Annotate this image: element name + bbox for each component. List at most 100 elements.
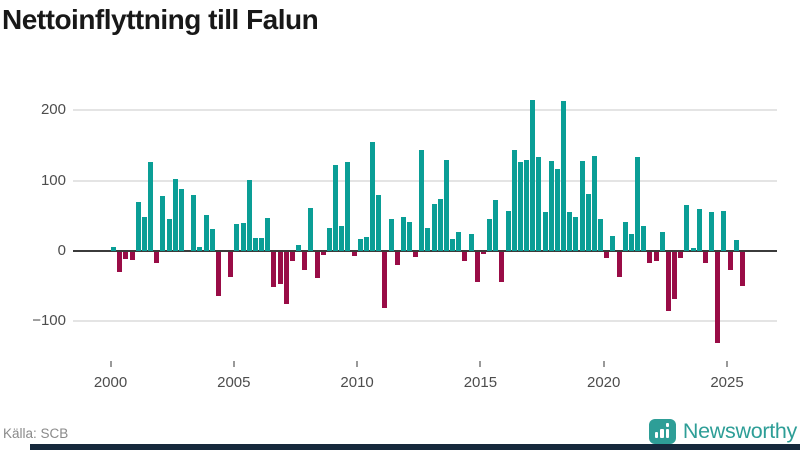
bar <box>277 252 283 284</box>
bar <box>610 235 616 251</box>
bar <box>690 248 696 251</box>
bar <box>154 252 160 263</box>
bar <box>517 162 523 251</box>
bar <box>388 218 394 251</box>
bar <box>672 252 678 300</box>
bar <box>400 216 406 251</box>
bar <box>616 252 622 277</box>
bar <box>524 160 530 251</box>
bar <box>721 210 727 251</box>
gridline--100 <box>73 320 777 323</box>
x-axis-tick <box>479 361 482 367</box>
bar <box>468 234 474 251</box>
bar <box>474 252 480 282</box>
bar <box>591 156 597 251</box>
bar <box>499 252 505 282</box>
bar <box>357 239 363 251</box>
zero-axis-line <box>73 250 777 252</box>
bar <box>709 212 715 251</box>
bar <box>505 210 511 251</box>
bar <box>419 149 425 251</box>
bar <box>320 252 326 255</box>
bar <box>665 252 671 312</box>
source-attribution: Källa: SCB <box>3 426 69 441</box>
footer-accent-bar <box>30 444 800 450</box>
y-axis-label: 100 <box>40 171 66 189</box>
bar <box>246 179 252 251</box>
bar <box>111 247 117 251</box>
bar <box>123 252 129 260</box>
bar <box>394 252 400 266</box>
bar <box>598 219 604 251</box>
bar <box>542 211 548 251</box>
bar <box>733 239 739 251</box>
bar <box>684 204 690 251</box>
bar <box>333 165 339 251</box>
bar <box>437 198 443 251</box>
x-axis-tick <box>232 361 235 367</box>
chart-title: Nettoinflyttning till Falun <box>2 4 319 35</box>
bar <box>172 179 178 251</box>
bar <box>259 238 265 251</box>
x-axis-label: 2000 <box>93 374 128 391</box>
bar <box>715 252 721 343</box>
bar <box>493 199 499 251</box>
bar <box>141 217 147 251</box>
bar <box>240 222 246 251</box>
bar <box>234 223 240 251</box>
bar <box>548 160 554 251</box>
bar <box>622 222 628 251</box>
bar <box>135 201 141 251</box>
bar <box>252 238 258 251</box>
bar <box>209 229 215 251</box>
gridline-100 <box>73 179 777 182</box>
bar <box>215 252 221 297</box>
bar <box>351 252 357 256</box>
bar <box>604 252 610 259</box>
bar <box>407 222 412 251</box>
bar <box>160 196 166 251</box>
bar <box>696 209 702 251</box>
bar-chart-bubble-icon <box>648 418 676 449</box>
bar <box>511 150 517 251</box>
x-axis-label: 2010 <box>340 374 374 391</box>
bar <box>203 215 209 251</box>
bar <box>129 252 135 261</box>
bar <box>431 203 437 251</box>
x-axis-label: 2015 <box>463 374 498 391</box>
bar <box>283 252 289 305</box>
bar <box>573 217 579 251</box>
bar <box>628 234 634 251</box>
bar <box>561 101 567 251</box>
bar <box>191 194 197 251</box>
bar <box>487 218 493 251</box>
bar <box>148 161 154 251</box>
bar <box>727 252 733 271</box>
bar <box>413 252 419 257</box>
bar <box>296 245 302 251</box>
bar <box>166 219 172 251</box>
bar <box>554 168 560 251</box>
x-axis-label: 2005 <box>217 374 251 391</box>
newsworthy-logo: Newsworthy <box>648 414 797 449</box>
bar <box>480 252 486 255</box>
bar <box>530 99 536 251</box>
bar <box>308 208 314 251</box>
bar <box>585 194 591 251</box>
bar <box>289 252 295 262</box>
bar <box>425 227 431 251</box>
y-axis-label: 200 <box>40 101 66 119</box>
x-axis-tick <box>356 361 359 367</box>
bar <box>635 157 641 251</box>
x-axis-label: 2020 <box>587 374 621 391</box>
bar <box>345 161 351 251</box>
bar <box>265 217 271 251</box>
bar <box>462 252 468 262</box>
y-axis-label: −100 <box>32 312 66 330</box>
bar <box>382 252 388 309</box>
bar <box>739 252 745 287</box>
bar <box>647 252 653 264</box>
bar <box>567 211 573 251</box>
bar <box>178 189 184 251</box>
